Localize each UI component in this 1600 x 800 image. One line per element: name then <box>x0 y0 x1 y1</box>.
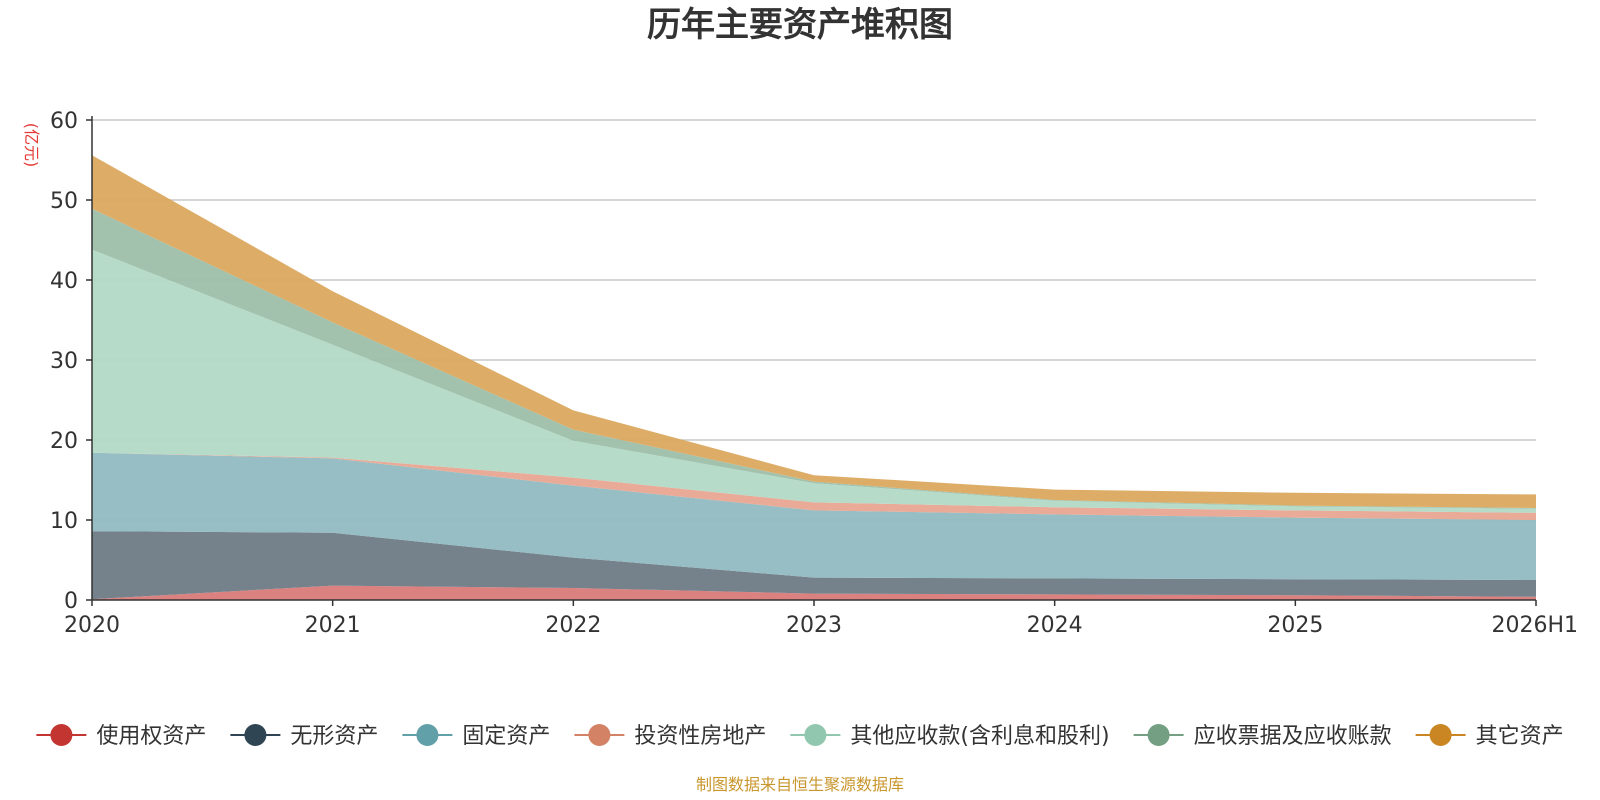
area-series-1 <box>92 531 1536 600</box>
x-tick-label: 2022 <box>545 613 601 638</box>
area-series-0 <box>92 585 1536 600</box>
area-series-2 <box>92 452 1536 580</box>
legend-label: 投资性房地产 <box>634 724 766 749</box>
y-tick-label: 20 <box>50 429 78 454</box>
x-tick-label: 2023 <box>786 613 842 638</box>
chart-title: 历年主要资产堆积图 <box>647 5 953 45</box>
legend-label: 使用权资产 <box>96 724 206 749</box>
legend-label: 其它资产 <box>1476 724 1564 749</box>
x-tick-label: 2024 <box>1027 613 1083 638</box>
x-tick-label: 2026H1 <box>1491 613 1578 638</box>
legend-label: 应收票据及应收账款 <box>1194 724 1392 749</box>
y-tick-label: 30 <box>50 349 78 374</box>
legend-marker-icon <box>804 724 827 746</box>
area-series-4 <box>92 249 1536 513</box>
y-axis-unit-label: (亿元) <box>22 123 41 168</box>
y-tick-label: 0 <box>64 589 78 614</box>
x-tick-label: 2021 <box>305 613 361 638</box>
stacked-areas <box>92 155 1536 600</box>
y-tick-label: 40 <box>50 269 78 294</box>
legend-marker-icon <box>1429 724 1452 746</box>
legend-label: 无形资产 <box>290 724 378 749</box>
legend[interactable]: 使用权资产 无形资产 固定资产 投资性房地产 其他应收款(含利息和股利) 应收票据及应收账… <box>36 724 1564 749</box>
legend-item-0[interactable]: 使用权资产 <box>36 724 206 749</box>
legend-item-1[interactable]: 无形资产 <box>230 724 378 749</box>
y-tick-label: 60 <box>50 109 78 134</box>
area-series-5 <box>92 208 1536 509</box>
legend-marker-icon <box>588 724 611 746</box>
legend-item-2[interactable]: 固定资产 <box>402 724 550 749</box>
legend-item-3[interactable]: 投资性房地产 <box>574 724 766 749</box>
legend-item-6[interactable]: 其它资产 <box>1415 724 1564 749</box>
legend-marker-icon <box>50 724 73 746</box>
legend-marker-icon <box>1147 724 1170 746</box>
x-tick-label: 2025 <box>1267 613 1323 638</box>
y-tick-label: 10 <box>50 509 78 534</box>
area-series-3 <box>92 452 1536 520</box>
legend-item-5[interactable]: 应收票据及应收账款 <box>1133 724 1392 749</box>
legend-marker-icon <box>244 724 267 746</box>
legend-label: 其他应收款(含利息和股利) <box>850 724 1109 749</box>
x-tick-label: 2020 <box>64 613 120 638</box>
legend-item-4[interactable]: 其他应收款(含利息和股利) <box>790 724 1110 749</box>
legend-label: 固定资产 <box>462 724 550 749</box>
axes: 0 10 20 30 40 50 60 2020 2021 2022 2023 2024 2025 202… <box>50 109 1578 638</box>
area-series-6 <box>92 155 1536 508</box>
source-note: 制图数据来自恒生聚源数据库 <box>696 775 904 794</box>
legend-marker-icon <box>416 724 439 746</box>
y-tick-label: 50 <box>50 189 78 214</box>
